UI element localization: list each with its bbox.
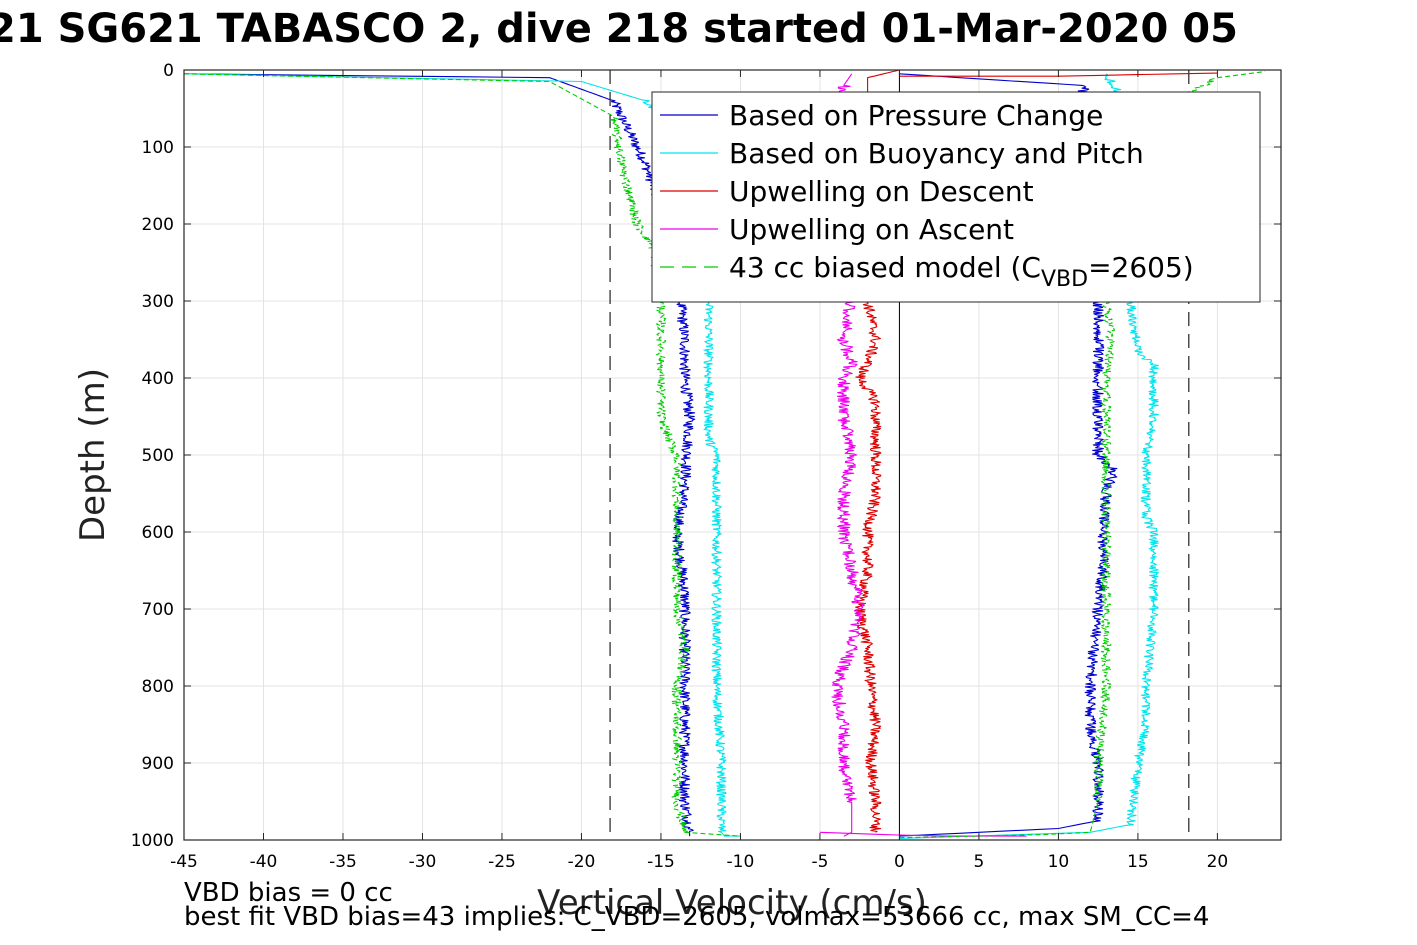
y-axis-label: Depth (m)	[73, 368, 113, 542]
legend-label: Upwelling on Ascent	[729, 213, 1014, 246]
x-tick-label: -40	[250, 852, 278, 872]
x-tick-label: -45	[170, 852, 198, 872]
legend-label-text: Based on Buoyancy and Pitch	[729, 137, 1144, 170]
best-fit-note: best fit VBD bias=43 implies: C_VBD=2605…	[184, 902, 1210, 932]
y-tick-label: 100	[142, 138, 174, 158]
x-tick-label: -20	[568, 852, 596, 872]
legend-label: 43 cc biased model (CVBD=2605)	[729, 251, 1194, 292]
x-tick-label: -35	[329, 852, 357, 872]
x-tick-label: -30	[409, 852, 437, 872]
legend-label-text: Upwelling on Descent	[729, 175, 1034, 208]
legend-label-tail: =2605)	[1088, 251, 1194, 284]
x-tick-label: -15	[647, 852, 675, 872]
x-tick-label: 15	[1127, 852, 1149, 872]
x-tick-label: 10	[1048, 852, 1070, 872]
chart-title: 21 SG621 TABASCO 2, dive 218 started 01-…	[0, 6, 1238, 52]
y-tick-label: 900	[142, 754, 174, 774]
legend-label: Based on Buoyancy and Pitch	[729, 137, 1144, 170]
y-tick-label: 600	[142, 523, 174, 543]
legend-label: Based on Pressure Change	[729, 99, 1103, 132]
legend-box	[651, 91, 1261, 303]
x-tick-label: 20	[1207, 852, 1229, 872]
x-tick-label: -5	[811, 852, 828, 872]
x-tick-label: 0	[894, 852, 905, 872]
axis-ticks: -45 -40 -35 -30 -25 -20 -15 -10 -5 0 5 10 15 20010020…	[131, 61, 1281, 872]
y-tick-label: 700	[142, 600, 174, 620]
y-tick-label: 1000	[131, 831, 174, 851]
x-tick-label: -10	[727, 852, 755, 872]
legend-label-text: Based on Pressure Change	[729, 99, 1103, 132]
y-tick-label: 500	[142, 446, 174, 466]
legend-label-text: Upwelling on Ascent	[729, 213, 1014, 246]
x-tick-label: -25	[488, 852, 516, 872]
y-tick-label: 800	[142, 677, 174, 697]
series-line	[184, 73, 741, 837]
y-tick-label: 200	[142, 215, 174, 235]
x-tick-label: 5	[974, 852, 985, 872]
legend-label: Upwelling on Descent	[729, 175, 1034, 208]
y-tick-label: 300	[142, 292, 174, 312]
y-tick-label: 400	[142, 369, 174, 389]
legend-label-subscript: VBD	[1041, 267, 1088, 292]
legend-label-text: 43 cc biased model (C	[729, 251, 1041, 284]
x-axis-label: Vertical Velocity (cm/s)	[537, 883, 927, 923]
legend: Based on Pressure Change Based on Buoyanc…	[651, 91, 1261, 303]
vbd-bias-note: VBD bias = 0 cc	[184, 878, 393, 908]
y-tick-label: 0	[163, 61, 174, 81]
